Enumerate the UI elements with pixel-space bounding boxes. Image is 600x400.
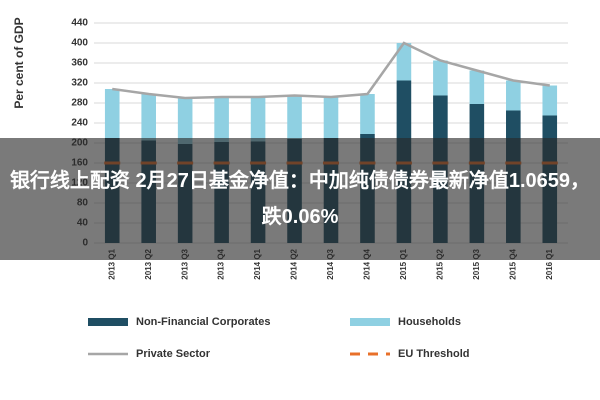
legend-swatch [350, 318, 390, 326]
x-tick-label: 2015 Q4 [508, 248, 517, 279]
x-tick-label: 2013 Q1 [107, 248, 116, 279]
y-tick-label: 320 [71, 78, 88, 89]
x-tick-label: 2014 Q4 [363, 248, 372, 279]
overlay-banner: 银行线上配资 2月27日基金净值：中加纯债债券最新净值1.0659，跌0.06% [0, 138, 600, 260]
bar [177, 98, 193, 144]
x-tick-label: 2014 Q2 [290, 248, 299, 279]
x-tick-label: 2013 Q3 [180, 248, 189, 279]
bar [250, 97, 266, 142]
x-tick-label: 2015 Q1 [399, 248, 408, 279]
y-tick-label: 280 [71, 98, 88, 109]
x-tick-label: 2015 Q2 [435, 248, 444, 279]
y-tick-label: 400 [71, 38, 88, 49]
bar [104, 89, 120, 138]
line [112, 41, 550, 100]
x-tick-label: 2014 Q3 [326, 248, 335, 279]
x-tick-label: 2013 Q4 [217, 248, 226, 279]
y-tick-label: 360 [71, 58, 88, 69]
bar [506, 80, 521, 111]
bar [469, 70, 485, 104]
x-tick-label: 2014 Q1 [253, 248, 262, 279]
x-tick-label: 2013 Q2 [144, 248, 153, 279]
bar [542, 85, 558, 116]
overlay-text: 银行线上配资 2月27日基金净值：中加纯债债券最新净值1.0659，跌0.06% [9, 170, 591, 228]
legend-label: EU Threshold [398, 348, 470, 360]
legend-swatch [88, 318, 128, 326]
bar [141, 94, 156, 141]
y-axis-label: Per cent of GDP [12, 17, 26, 108]
bar [360, 94, 375, 134]
x-tick-label: 2015 Q3 [472, 248, 481, 279]
y-tick-label: 440 [71, 18, 88, 29]
y-tick-label: 240 [71, 118, 88, 129]
legend-label: Private Sector [136, 348, 211, 360]
bar [214, 97, 229, 142]
bar [323, 97, 339, 138]
bar [287, 95, 302, 139]
legend-label: Non-Financial Corporates [136, 316, 270, 328]
bar [433, 60, 448, 96]
bar [396, 43, 412, 81]
x-tick-label: 2016 Q1 [545, 248, 554, 279]
legend-label: Households [398, 316, 461, 328]
